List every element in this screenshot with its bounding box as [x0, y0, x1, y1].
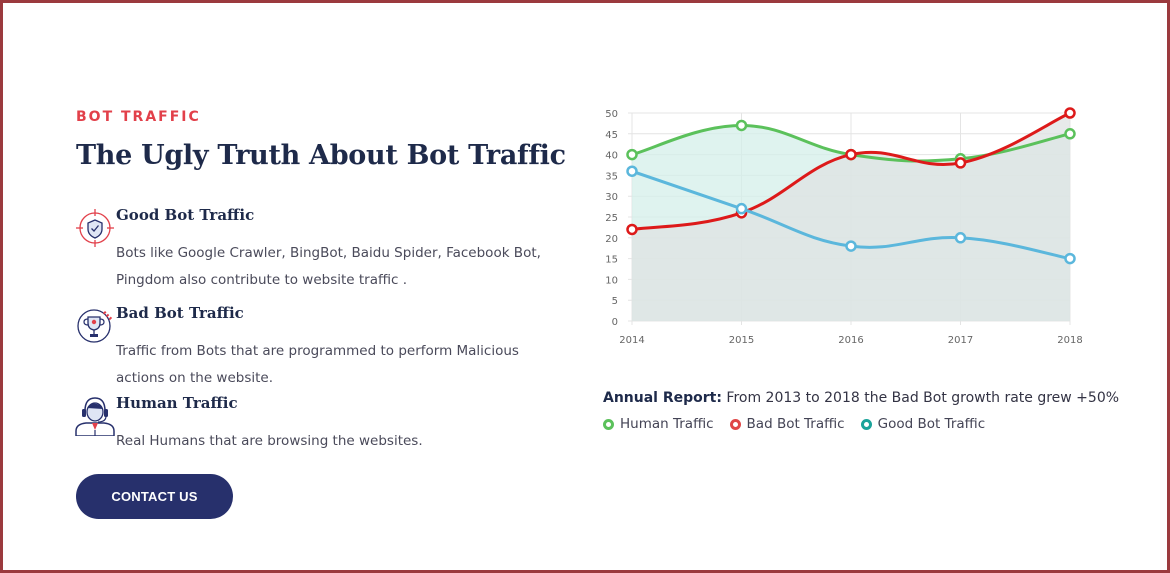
- data-point: [735, 202, 748, 215]
- legend-item-human[interactable]: Human Traffic: [603, 416, 714, 432]
- annual-report: Annual Report: From 2013 to 2018 the Bad…: [603, 390, 1119, 406]
- x-tick-label: 2015: [729, 335, 754, 346]
- feature-title: Good Bot Traffic: [116, 206, 255, 224]
- y-tick-label: 35: [605, 171, 618, 182]
- data-point: [1064, 128, 1076, 140]
- feature-description: Real Humans that are browsing the websit…: [116, 433, 423, 449]
- data-point: [954, 232, 967, 244]
- data-point: [954, 157, 967, 169]
- y-tick-label: 15: [605, 255, 618, 266]
- x-tick-label: 2014: [619, 335, 644, 346]
- feature-title: Bad Bot Traffic: [116, 304, 244, 322]
- legend-marker: [603, 418, 614, 430]
- data-point: [735, 119, 748, 132]
- data-point: [626, 223, 638, 236]
- x-tick-label: 2018: [1057, 335, 1082, 346]
- feature-bad-bot: Bad Bot Traffic Traffic from Bots that a…: [74, 304, 574, 394]
- traffic-line-chart: 0 5 10 15 20 25 30 35 40 45 50 2014 2015 2016 2017 2018: [605, 107, 1083, 346]
- legend-marker: [729, 418, 741, 430]
- y-tick-label: 40: [605, 151, 618, 162]
- data-point: [845, 148, 857, 161]
- legend-item-bad-bot[interactable]: Bad Bot Traffic: [729, 416, 845, 432]
- y-tick-label: 5: [612, 296, 618, 307]
- data-point: [1064, 252, 1076, 265]
- y-tick-label: 45: [605, 130, 618, 141]
- data-point: [1064, 107, 1076, 119]
- target-shield-icon: [74, 206, 116, 248]
- annual-report-text: From 2013 to 2018 the Bad Bot growth rat…: [726, 390, 1120, 406]
- legend-label: Good Bot Traffic: [877, 416, 986, 432]
- legend-marker: [860, 418, 872, 430]
- section-title: The Ugly Truth About Bot Traffic: [76, 140, 566, 171]
- y-tick-label: 0: [612, 317, 618, 328]
- y-tick-label: 10: [605, 275, 618, 286]
- feature-title: Human Traffic: [116, 394, 238, 412]
- support-agent-icon: [74, 394, 116, 437]
- data-point: [626, 148, 638, 161]
- y-tick-label: 25: [605, 213, 618, 224]
- y-tick-label: 50: [605, 109, 618, 120]
- contact-us-button[interactable]: CONTACT US: [76, 474, 233, 519]
- y-tick-label: 30: [605, 192, 618, 203]
- data-point: [845, 240, 857, 252]
- feature-good-bot: Good Bot Traffic Bots like Google Crawle…: [74, 206, 574, 296]
- feature-description: Traffic from Bots that are programmed to…: [116, 343, 519, 386]
- trophy-badge-icon: [74, 304, 116, 346]
- legend-label: Bad Bot Traffic: [746, 416, 845, 432]
- legend-label: Human Traffic: [620, 416, 714, 432]
- chart-legend: Human Traffic Bad Bot Traffic Good Bot T…: [603, 416, 985, 432]
- legend-item-good-bot[interactable]: Good Bot Traffic: [860, 416, 986, 432]
- x-tick-label: 2017: [948, 335, 973, 346]
- x-tick-label: 2016: [838, 335, 863, 346]
- feature-human: Human Traffic Real Humans that are brows…: [74, 394, 574, 458]
- y-tick-label: 20: [605, 234, 618, 245]
- annual-report-label: Annual Report:: [603, 390, 722, 406]
- data-point: [626, 165, 638, 177]
- section-eyebrow: BOT TRAFFIC: [76, 109, 201, 125]
- feature-description: Bots like Google Crawler, BingBot, Baidu…: [116, 245, 541, 288]
